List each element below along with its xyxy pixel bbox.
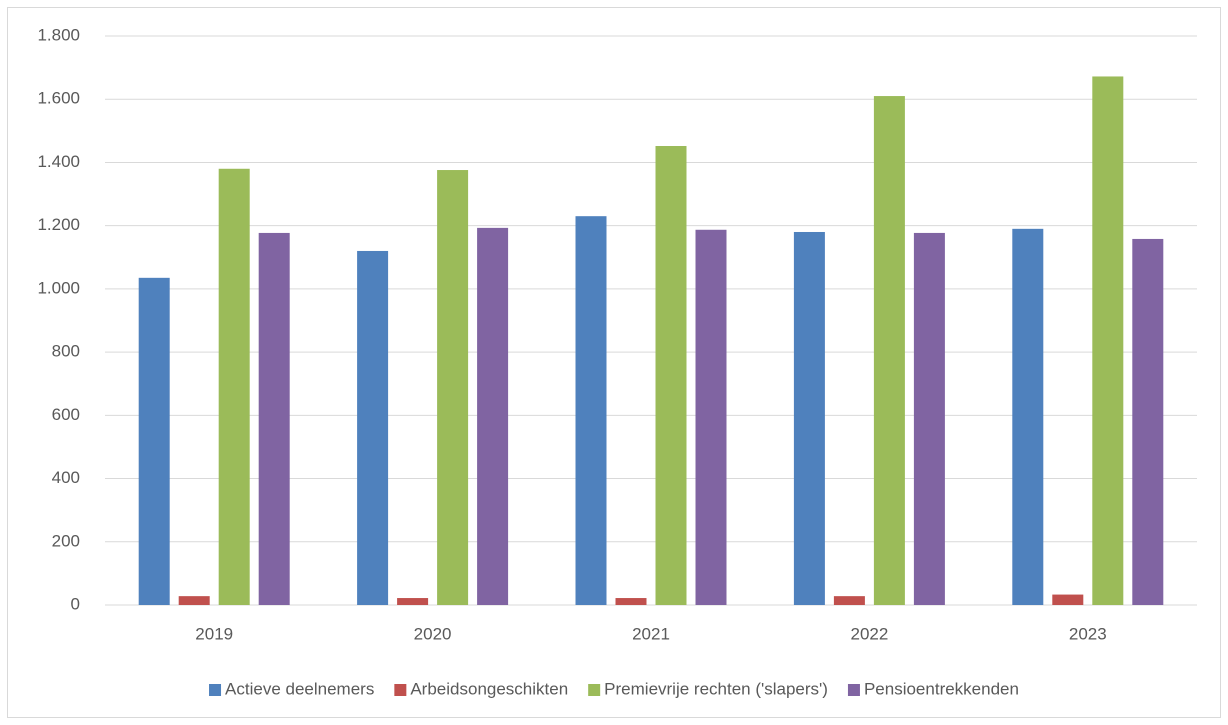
legend-swatch bbox=[847, 684, 860, 696]
bar bbox=[615, 598, 647, 605]
y-tick-label: 1.200 bbox=[37, 215, 80, 234]
bar bbox=[218, 168, 250, 605]
y-tick-label: 1.000 bbox=[37, 278, 80, 297]
legend-label: Arbeidsongeschikten bbox=[410, 679, 568, 698]
y-tick-label: 1.600 bbox=[37, 89, 80, 108]
bar bbox=[1132, 238, 1164, 605]
legend-swatch bbox=[588, 684, 601, 696]
y-tick-label: 0 bbox=[71, 594, 80, 613]
bar bbox=[258, 232, 290, 605]
x-tick-label: 2022 bbox=[850, 624, 888, 643]
x-tick-label: 2020 bbox=[414, 624, 452, 643]
bar bbox=[138, 277, 170, 605]
legend-swatch bbox=[209, 684, 222, 696]
bar bbox=[695, 229, 727, 605]
x-tick-label: 2023 bbox=[1069, 624, 1107, 643]
y-tick-label: 1.800 bbox=[37, 25, 80, 44]
y-tick-label: 400 bbox=[52, 468, 80, 487]
y-tick-label: 200 bbox=[52, 531, 80, 550]
bar bbox=[833, 596, 865, 605]
bar bbox=[1052, 594, 1084, 605]
bar bbox=[357, 250, 389, 605]
bar bbox=[793, 231, 825, 605]
y-tick-label: 800 bbox=[52, 342, 80, 361]
bar bbox=[397, 598, 429, 605]
y-tick-label: 1.400 bbox=[37, 152, 80, 171]
bar bbox=[437, 170, 469, 605]
bar bbox=[575, 216, 607, 605]
bar bbox=[873, 96, 905, 606]
legend-label: Premievrije rechten ('slapers') bbox=[604, 679, 828, 698]
bar bbox=[1092, 76, 1124, 605]
bar bbox=[913, 232, 945, 605]
bar bbox=[655, 146, 687, 606]
x-tick-label: 2021 bbox=[632, 624, 670, 643]
bar bbox=[477, 227, 509, 605]
legend-swatch bbox=[394, 684, 407, 696]
x-tick-label: 2019 bbox=[195, 624, 233, 643]
legend-label: Actieve deelnemers bbox=[225, 679, 374, 698]
bar bbox=[178, 596, 210, 605]
y-tick-label: 600 bbox=[52, 405, 80, 424]
bar bbox=[1012, 228, 1044, 606]
legend-label: Pensioentrekkenden bbox=[864, 679, 1019, 698]
